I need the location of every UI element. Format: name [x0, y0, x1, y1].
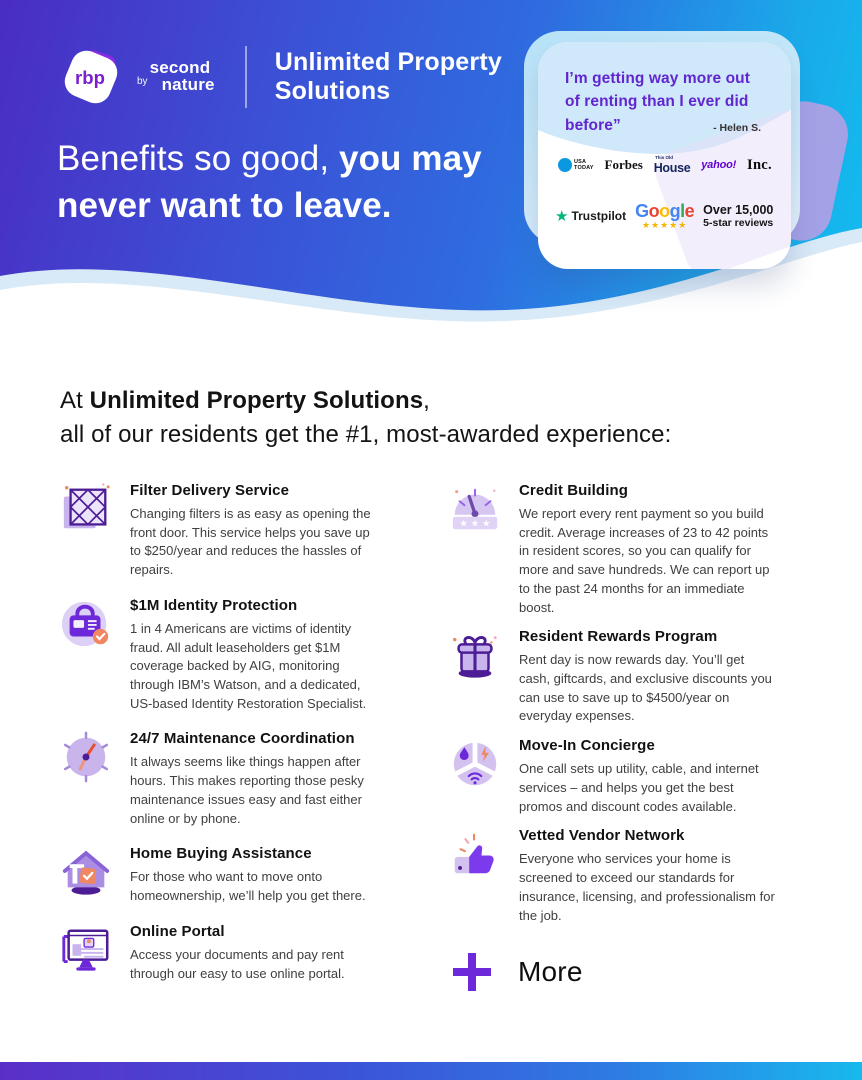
- id-protection-icon: [61, 601, 109, 647]
- this-old-house-big: House: [653, 160, 691, 175]
- benefit-credit-building: ★ ★ ★ Credit Building We report every re…: [448, 480, 788, 617]
- benefit-filter-delivery: Filter Delivery Service Changing filters…: [59, 480, 391, 580]
- trust-row: ★ Trustpilot Google ★★★★★ Over 15,000 5-…: [555, 202, 777, 230]
- benefit-body: Everyone who services your home is scree…: [519, 851, 775, 923]
- media-logos-row: USA TODAY Forbes This Old House yahoo! Inc…: [558, 155, 772, 176]
- intro-prefix: At: [60, 387, 90, 414]
- rbp-logo-badge-icon: rbp: [64, 50, 118, 104]
- google-letter: o: [659, 201, 670, 221]
- benefit-online-portal: Online Portal Access your documents and …: [59, 921, 391, 983]
- google-letter: l: [680, 201, 685, 221]
- benefit-title: Resident Rewards Program: [519, 628, 718, 646]
- google-letter: g: [669, 201, 681, 221]
- google-letter: o: [648, 201, 660, 221]
- inc-logo: Inc.: [747, 156, 772, 173]
- footer-gradient-bar: [0, 1062, 862, 1080]
- reviews-line1: Over 15,000: [703, 202, 774, 217]
- reviews-text: Over 15,000 5-star reviews: [703, 203, 773, 229]
- hero-headline: Benefits so good, you may never want to …: [57, 136, 537, 230]
- wordmark-line2: nature: [161, 74, 215, 94]
- benefit-body: 1 in 4 Americans are victims of identity…: [130, 620, 367, 711]
- benefit-body: One call sets up utility, cable, and int…: [519, 761, 759, 814]
- headline-bold: you may never want to leave.: [57, 139, 482, 225]
- benefit-body: We report every rent payment so you buil…: [519, 506, 770, 615]
- second-nature-wordmark: by second nature: [137, 58, 215, 94]
- benefit-title: Home Buying Assistance: [130, 845, 312, 863]
- benefits-column-right: ★ ★ ★ Credit Building We report every re…: [448, 480, 788, 998]
- card-top-wave: [538, 42, 791, 154]
- benefit-identity-protection: $1M Identity Protection 1 in 4 Americans…: [59, 595, 391, 714]
- benefit-body: It always seems like things happen after…: [130, 754, 364, 826]
- testimonial-card: I’m getting way more out of renting than…: [538, 42, 791, 269]
- more-label: More: [518, 956, 583, 988]
- usa-today-logo: USA TODAY: [558, 158, 594, 173]
- google-logo: Google ★★★★★: [635, 201, 695, 230]
- air-filter-icon: [63, 483, 110, 529]
- credit-gauge-icon: ★ ★ ★: [452, 488, 498, 529]
- usa-today-line2: TODAY: [574, 165, 594, 172]
- benefit-rewards: Resident Rewards Program Rent day is now…: [448, 626, 788, 726]
- plus-icon: [453, 953, 491, 992]
- trustpilot-star-icon: ★: [555, 208, 569, 225]
- this-old-house-logo: This Old House: [654, 155, 691, 176]
- benefits-grid: Filter Delivery Service Changing filters…: [59, 480, 788, 998]
- header-logo-row: rbp by second nature Unlimited Property So…: [58, 44, 525, 110]
- usa-today-line1: USA: [574, 159, 587, 166]
- more-row: More: [450, 950, 788, 994]
- wordmark-line1: second: [149, 58, 211, 78]
- intro-company: Unlimited Property Solutions: [89, 387, 424, 414]
- gift-icon: [453, 636, 497, 678]
- benefit-body: For those who want to move onto homeowne…: [130, 869, 366, 904]
- benefit-title: Online Portal: [130, 922, 225, 940]
- svg-text:★ ★ ★: ★ ★ ★: [459, 518, 491, 529]
- benefit-title: $1M Identity Protection: [130, 596, 298, 614]
- intro-heading: At Unlimited Property Solutions, all of …: [60, 384, 671, 451]
- benefit-title: Move-In Concierge: [519, 737, 655, 755]
- quote-text: I’m getting way more out of renting than…: [565, 70, 750, 134]
- svg-text:rbp: rbp: [75, 67, 105, 88]
- benefit-home-buying: Home Buying Assistance For those who wan…: [59, 843, 391, 905]
- forbes-logo: Forbes: [604, 157, 643, 173]
- utilities-icon: [453, 741, 497, 786]
- quote-attribution: - Helen S.: [713, 122, 761, 134]
- trustpilot-logo: ★ Trustpilot: [555, 207, 626, 225]
- company-name: Unlimited Property Solutions: [274, 47, 502, 106]
- google-stars: ★★★★★: [641, 220, 688, 230]
- this-old-house-small: This Old: [655, 155, 674, 160]
- benefit-vendor-network: Vetted Vendor Network Everyone who servi…: [448, 825, 788, 925]
- benefit-title: 24/7 Maintenance Coordination: [130, 730, 355, 748]
- benefit-title: Filter Delivery Service: [130, 482, 290, 499]
- trustpilot-label: Trustpilot: [571, 209, 627, 223]
- benefit-title: Credit Building: [519, 482, 628, 499]
- header-divider: [244, 46, 247, 108]
- google-letter: G: [635, 201, 649, 221]
- benefit-body: Rent day is now rewards day. You’ll get …: [519, 652, 772, 724]
- benefits-column-left: Filter Delivery Service Changing filters…: [59, 480, 391, 998]
- usa-today-circle-icon: [558, 158, 572, 173]
- benefit-body: Changing filters is as easy as opening t…: [130, 506, 371, 578]
- hero-wave: [0, 228, 862, 338]
- reviews-line2: 5-star reviews: [703, 217, 774, 230]
- benefit-body: Access your documents and pay rent throu…: [130, 946, 345, 981]
- intro-line2: all of our residents get the #1, most-aw…: [60, 420, 672, 448]
- home-icon: [62, 851, 110, 896]
- wordmark-by: by: [137, 75, 148, 87]
- clock-icon: [63, 732, 109, 783]
- benefit-move-in: Move-In Concierge One call sets up utili…: [448, 735, 788, 816]
- thumbs-up-icon: [454, 833, 494, 874]
- yahoo-logo: yahoo!: [701, 159, 737, 172]
- google-letter: e: [684, 201, 695, 221]
- headline-regular: Benefits so good,: [57, 139, 339, 178]
- benefit-maintenance: 24/7 Maintenance Coordination It always …: [59, 728, 391, 828]
- benefit-title: Vetted Vendor Network: [519, 827, 685, 845]
- intro-comma: ,: [423, 387, 430, 414]
- monitor-icon: [62, 929, 109, 971]
